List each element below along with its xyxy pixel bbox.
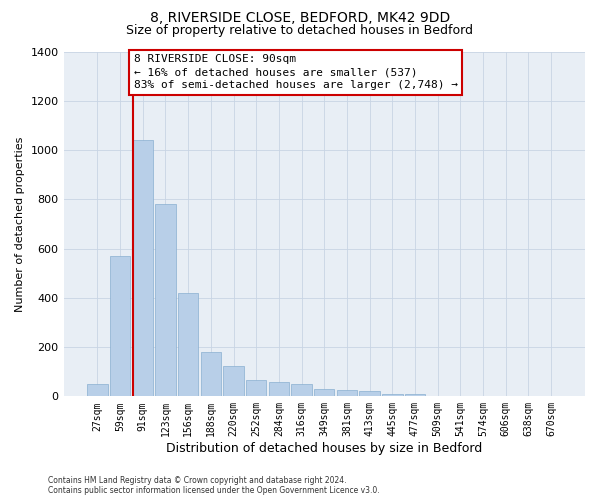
- Text: Contains HM Land Registry data © Crown copyright and database right 2024.
Contai: Contains HM Land Registry data © Crown c…: [48, 476, 380, 495]
- Bar: [246, 380, 266, 396]
- Text: Size of property relative to detached houses in Bedford: Size of property relative to detached ho…: [127, 24, 473, 37]
- Text: 8 RIVERSIDE CLOSE: 90sqm
← 16% of detached houses are smaller (537)
83% of semi-: 8 RIVERSIDE CLOSE: 90sqm ← 16% of detach…: [134, 54, 458, 90]
- Bar: [292, 384, 312, 396]
- Bar: [359, 392, 380, 396]
- Bar: [382, 394, 403, 396]
- Bar: [223, 366, 244, 396]
- Bar: [87, 384, 107, 396]
- Text: 8, RIVERSIDE CLOSE, BEDFORD, MK42 9DD: 8, RIVERSIDE CLOSE, BEDFORD, MK42 9DD: [150, 11, 450, 25]
- Bar: [337, 390, 357, 396]
- Bar: [133, 140, 153, 396]
- Y-axis label: Number of detached properties: Number of detached properties: [15, 136, 25, 312]
- X-axis label: Distribution of detached houses by size in Bedford: Distribution of detached houses by size …: [166, 442, 482, 455]
- Bar: [314, 389, 334, 396]
- Bar: [155, 204, 176, 396]
- Bar: [405, 394, 425, 396]
- Bar: [200, 352, 221, 397]
- Bar: [110, 256, 130, 396]
- Bar: [178, 293, 199, 397]
- Bar: [269, 382, 289, 396]
